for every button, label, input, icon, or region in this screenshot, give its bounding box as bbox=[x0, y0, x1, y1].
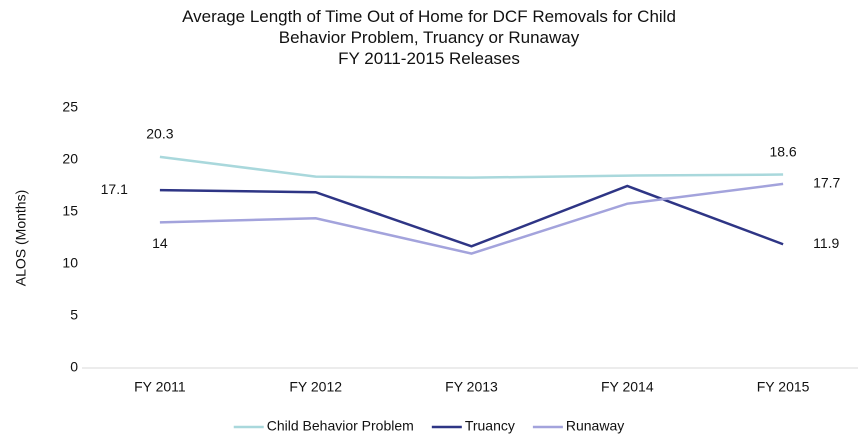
data-label: 11.9 bbox=[813, 235, 839, 251]
x-tick-label: FY 2015 bbox=[757, 379, 810, 395]
data-label: 14 bbox=[152, 235, 168, 251]
legend-label: Runaway bbox=[566, 418, 624, 434]
data-label: 17.7 bbox=[813, 175, 840, 191]
y-tick-label: 15 bbox=[62, 203, 78, 219]
titles: Average Length of Time Out of Home for D… bbox=[0, 6, 858, 69]
chart-subtitle: FY 2011-2015 Releases bbox=[338, 49, 520, 68]
series-line bbox=[159, 184, 784, 248]
x-tick-label: FY 2011 bbox=[134, 379, 186, 395]
data-label: 20.3 bbox=[146, 126, 173, 142]
x-tick-label: FY 2012 bbox=[289, 379, 342, 395]
x-tick-label: FY 2013 bbox=[445, 379, 498, 395]
y-axis-label: ALOS (Months) bbox=[13, 190, 29, 286]
y-tick-label: 10 bbox=[62, 255, 78, 271]
data-label: 17.1 bbox=[101, 181, 128, 197]
legend-label: Truancy bbox=[465, 418, 515, 434]
y-tick-label: 25 bbox=[62, 99, 78, 115]
y-tick-label: 0 bbox=[70, 359, 78, 375]
x-tick-label: FY 2014 bbox=[601, 379, 654, 395]
series-line bbox=[159, 182, 784, 255]
series-line bbox=[159, 155, 784, 179]
data-label: 18.6 bbox=[769, 143, 796, 159]
legend-label: Child Behavior Problem bbox=[267, 418, 414, 434]
chart-title: Average Length of Time Out of Home for D… bbox=[182, 7, 676, 47]
y-tick-label: 5 bbox=[70, 307, 78, 323]
y-tick-label: 20 bbox=[62, 151, 78, 167]
